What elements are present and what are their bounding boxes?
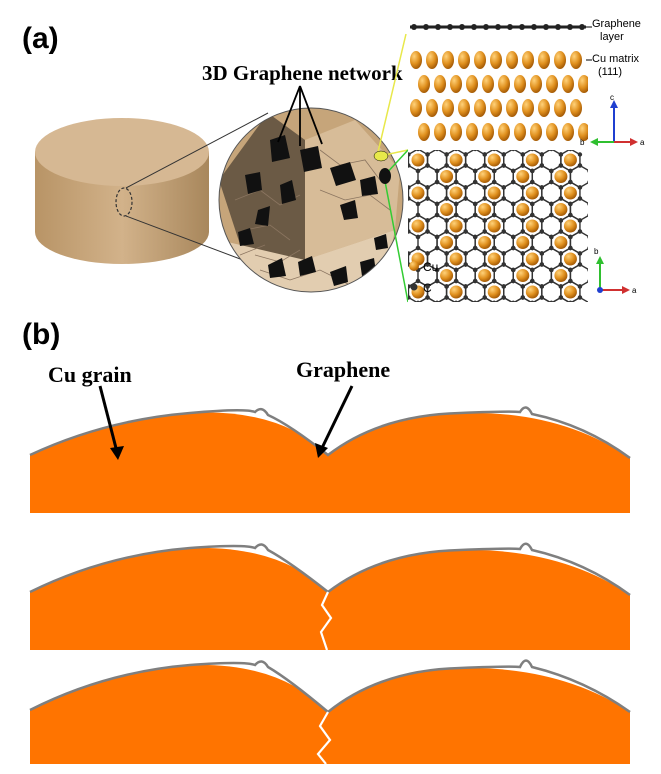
cu-matrix-label: Cu matrix (111) [592, 53, 642, 78]
zoom-line-top [125, 112, 269, 189]
cu-layer-2 [418, 75, 588, 93]
cu-layer-3 [410, 99, 582, 117]
panel-a-label: (a) [22, 22, 59, 55]
crack [316, 711, 332, 765]
grain-stage-3 [29, 659, 631, 765]
network-pointer-arrows [277, 85, 323, 146]
cu-layer-1 [410, 51, 582, 69]
axes-top-view: b a [594, 247, 637, 295]
grain-stage-1 [29, 406, 631, 513]
svg-text:b: b [580, 138, 585, 147]
lattice-top-view: b a Cu C [408, 150, 637, 302]
legend-c-label: C [423, 281, 432, 295]
copper-cylinder [35, 112, 305, 284]
grain-stage-2 [29, 542, 631, 651]
cu-grain-left [30, 412, 328, 513]
legend-cu-label: Cu [423, 260, 438, 274]
panel-b-label: (b) [22, 318, 60, 351]
lattice-side-view: Graphene layer Cu matrix (111) c a b [408, 18, 645, 150]
lattice-pointer-lines [373, 33, 409, 303]
svg-text:b: b [594, 247, 599, 256]
atom-legend: Cu C [409, 260, 438, 295]
cu-grain-label: Cu grain [48, 362, 132, 387]
graphene-network-sphere: 3D Graphene network [202, 61, 404, 293]
crack [319, 591, 333, 651]
graphene-arrow [320, 385, 354, 449]
graphene-network-label: 3D Graphene network [202, 61, 403, 85]
cu-layer-4 [418, 123, 588, 141]
svg-text:a: a [632, 286, 637, 295]
magnified-region-circle [115, 187, 133, 217]
cu-grain-arrow [98, 385, 119, 453]
svg-text:c: c [610, 93, 614, 102]
cu-grain-right [328, 412, 630, 513]
graphene-boundary [29, 406, 631, 460]
svg-text:a: a [640, 138, 645, 147]
graphene-label: Graphene [296, 357, 390, 382]
axes-side-view: c a b [580, 93, 645, 147]
graphene-layer-label: Graphene layer [592, 18, 644, 43]
